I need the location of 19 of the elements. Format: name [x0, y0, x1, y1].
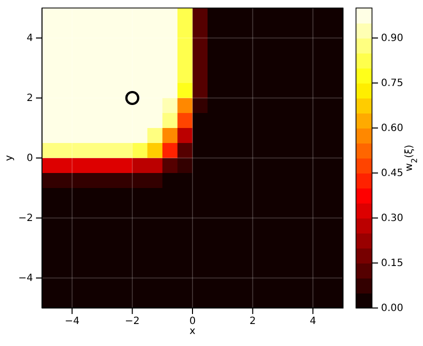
color-bar-label: 0.90 — [381, 33, 404, 44]
y-tick-label: −2 — [18, 213, 33, 224]
color-bar-label: 0.00 — [381, 303, 404, 314]
color-bar-label: 0.75 — [381, 78, 404, 90]
color-bar-label: 0.60 — [381, 123, 404, 134]
y-axis-title: y — [4, 154, 15, 161]
y-tick-label: 0 — [26, 153, 33, 164]
x-tick-label: 4 — [310, 316, 316, 328]
x-tick-label: 0 — [189, 316, 196, 328]
x-axis-title: x — [190, 326, 196, 337]
x-tick-label: −2 — [124, 316, 140, 328]
color-bar-label: 0.15 — [381, 258, 404, 270]
y-tick-label: −4 — [18, 273, 33, 284]
x-tick-label: 2 — [250, 316, 256, 328]
x-tick-label: −4 — [64, 316, 80, 328]
y-tick-label: 2 — [26, 93, 33, 104]
y-tick-label: 4 — [26, 33, 33, 44]
color-bar-label: 0.45 — [381, 168, 404, 180]
color-bar-label: 0.30 — [381, 213, 404, 224]
